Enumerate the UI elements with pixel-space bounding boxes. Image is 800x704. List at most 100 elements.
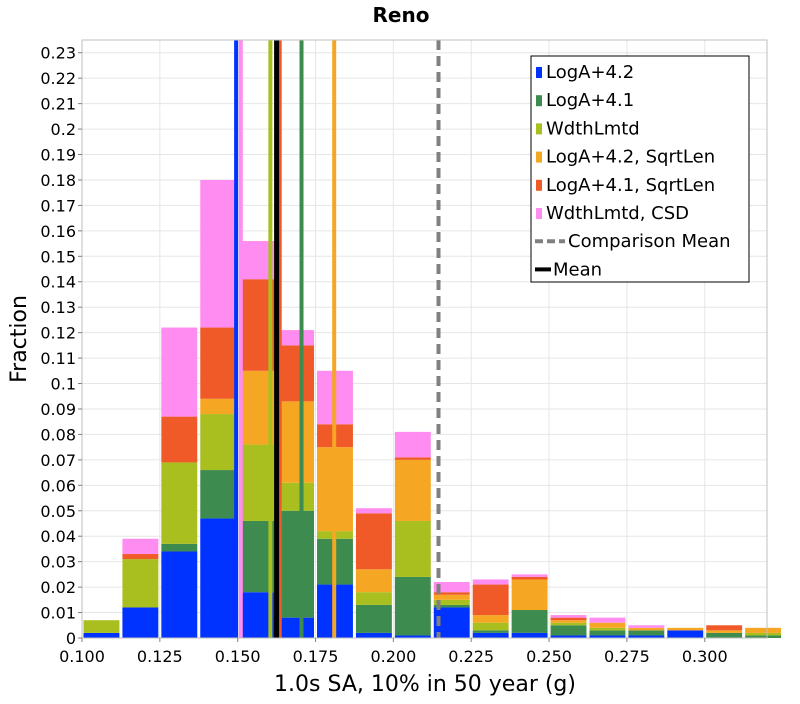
y-tick-label: 0.04 bbox=[40, 527, 76, 546]
y-tick-label: 0.19 bbox=[40, 146, 76, 165]
y-tick-label: 0.11 bbox=[40, 349, 76, 368]
legend-swatch bbox=[536, 179, 542, 191]
bar-segment bbox=[472, 632, 509, 638]
bar-segment bbox=[511, 610, 548, 633]
bar-segment bbox=[200, 398, 237, 415]
bar-segment bbox=[394, 576, 431, 636]
y-tick-label: 0.13 bbox=[40, 298, 76, 317]
y-tick-label: 0.16 bbox=[40, 222, 76, 241]
legend-swatch bbox=[536, 123, 542, 135]
x-tick-label: 0.175 bbox=[293, 647, 339, 666]
y-tick-label: 0.02 bbox=[40, 578, 76, 597]
bar-segment bbox=[394, 635, 431, 638]
y-tick-label: 0.08 bbox=[40, 425, 76, 444]
bar-segment bbox=[628, 627, 665, 631]
y-tick-label: 0.07 bbox=[40, 451, 76, 470]
bar-segment bbox=[706, 625, 743, 631]
bar-segment bbox=[394, 520, 431, 577]
y-tick-label: 0.21 bbox=[40, 95, 76, 114]
bar-segment bbox=[122, 554, 159, 560]
bar-segment bbox=[511, 632, 548, 638]
y-axis-label: Fraction bbox=[7, 295, 32, 383]
legend-label: Mean bbox=[553, 259, 602, 280]
bar-segment bbox=[472, 615, 509, 623]
bar-segment bbox=[394, 459, 431, 521]
bar-segment bbox=[278, 401, 315, 483]
y-tick-label: 0 bbox=[66, 629, 76, 648]
x-tick-label: 0.125 bbox=[137, 647, 183, 666]
legend: LogA+4.2 LogA+4.1 WdthLmtd LogA+4.2, SqrtLe… bbox=[530, 55, 750, 283]
bar-segment bbox=[667, 627, 704, 631]
bar-segment bbox=[706, 630, 743, 633]
legend-swatch bbox=[536, 67, 542, 78]
bar-segment bbox=[628, 630, 665, 636]
bar-segment bbox=[628, 635, 665, 638]
bar-segment bbox=[433, 594, 470, 600]
bar-segment bbox=[83, 620, 120, 633]
x-tick-label: 0.150 bbox=[215, 647, 261, 666]
legend-label: LogA+4.2, SqrtLen bbox=[546, 147, 715, 168]
y-tick-label: 0.06 bbox=[40, 476, 76, 495]
bar-segment bbox=[394, 431, 431, 458]
bar-segment bbox=[472, 579, 509, 585]
bar-segment bbox=[161, 551, 198, 638]
mean-lines bbox=[234, 40, 441, 638]
chart-title: Reno bbox=[373, 3, 430, 27]
bar-segment bbox=[394, 457, 431, 460]
bar-segment bbox=[745, 632, 782, 636]
bar-segment bbox=[589, 635, 626, 638]
legend-swatch bbox=[536, 208, 542, 219]
legend-label: Comparison Mean bbox=[568, 231, 731, 252]
bar-segment bbox=[200, 179, 237, 328]
bar-segment bbox=[472, 630, 509, 633]
x-axis-label: 1.0s SA, 10% in 50 year (g) bbox=[274, 672, 576, 697]
y-tick-label: 0.15 bbox=[40, 247, 76, 266]
bar-segment bbox=[278, 617, 315, 638]
bar-segment bbox=[472, 622, 509, 631]
bar-segment bbox=[278, 510, 315, 618]
legend-label: WdthLmtd bbox=[546, 118, 640, 139]
plot-frame bbox=[81, 39, 768, 639]
bar-segment bbox=[589, 617, 626, 623]
bar-segment bbox=[83, 632, 120, 638]
y-tick-label: 0.09 bbox=[40, 400, 76, 419]
y-tick-label: 0.18 bbox=[40, 171, 76, 190]
legend-label: LogA+4.2 bbox=[546, 62, 634, 83]
x-tick-label: 0.275 bbox=[604, 647, 650, 666]
y-tick-label: 0.03 bbox=[40, 553, 76, 572]
bar-segment bbox=[200, 470, 237, 519]
bar-segment bbox=[355, 592, 392, 605]
bar-segment bbox=[550, 617, 587, 621]
bar-segment bbox=[433, 592, 470, 595]
bar-segment bbox=[278, 345, 315, 402]
legend-box bbox=[530, 55, 750, 283]
bar-segment bbox=[200, 414, 237, 471]
bar-segment bbox=[161, 543, 198, 552]
bar-segment bbox=[355, 632, 392, 638]
bar-segment bbox=[745, 627, 782, 633]
y-tick-label: 0.05 bbox=[40, 502, 76, 521]
bar-segment bbox=[433, 604, 470, 608]
bar-segment bbox=[589, 630, 626, 636]
bar-segment bbox=[550, 620, 587, 623]
x-tick-label: 0.100 bbox=[59, 647, 105, 666]
axes: 0 0.01 0.02 0.03 0.04 0.05 0.06 0.07 0.08 0.09 0.1… bbox=[40, 44, 727, 666]
legend-swatch bbox=[536, 151, 542, 163]
y-tick-label: 0.22 bbox=[40, 69, 76, 88]
bar-segment bbox=[161, 327, 198, 417]
bar-segment bbox=[550, 615, 587, 618]
bar-segment bbox=[122, 559, 159, 608]
bar-segment bbox=[122, 607, 159, 638]
bar-segment bbox=[511, 574, 548, 577]
y-tick-label: 0.2 bbox=[51, 120, 76, 139]
bar-segment bbox=[589, 627, 626, 631]
x-tick-label: 0.200 bbox=[370, 647, 416, 666]
bar-segment bbox=[278, 330, 315, 346]
bar-segment bbox=[472, 584, 509, 616]
y-tick-label: 0.23 bbox=[40, 44, 76, 63]
x-tick-label: 0.250 bbox=[526, 647, 572, 666]
bar-segment bbox=[511, 579, 548, 611]
legend-label: LogA+4.1 bbox=[546, 90, 634, 111]
